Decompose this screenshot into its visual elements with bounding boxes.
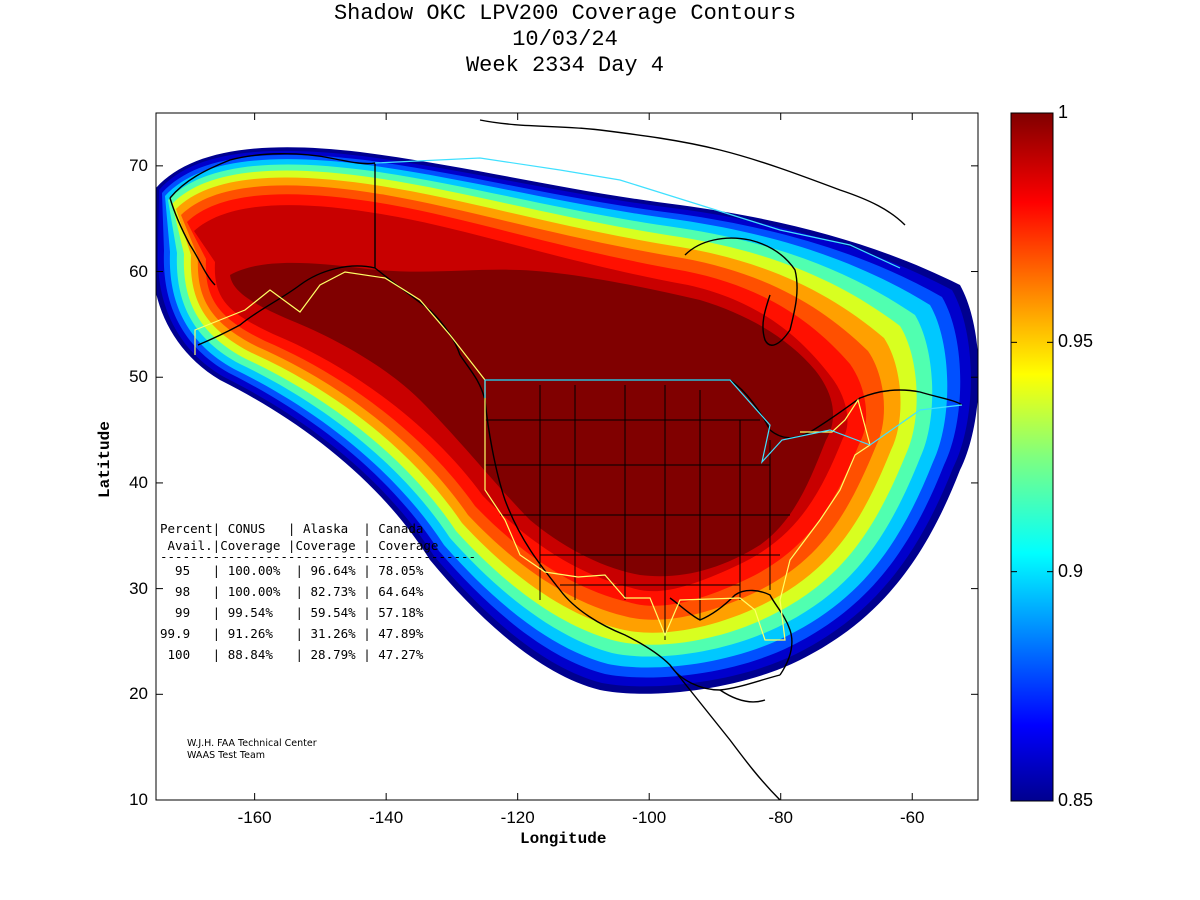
y-tick-label: 70: [129, 155, 148, 175]
x-tick-label: -160: [237, 808, 272, 827]
y-tick-label: 30: [129, 578, 148, 598]
colorbar: [1010, 112, 1054, 802]
x-tick-label: -100: [632, 808, 667, 827]
stats-row: 100 | 88.84% | 28.79% | 47.27%: [160, 647, 424, 662]
stats-row: 99 | 99.54% | 59.54% | 57.18%: [160, 605, 424, 620]
x-tick-label: -140: [369, 808, 404, 827]
map-title-line2: 10/03/24: [512, 27, 618, 52]
plot-frame: [155, 112, 979, 801]
stats-row: 99.9 | 91.26% | 31.26% | 47.89%: [160, 626, 424, 641]
y-tick-label: 40: [129, 472, 148, 492]
x-tick-label: -120: [500, 808, 535, 827]
x-tick-marks: [254, 113, 913, 800]
credit-block: W.J.H. FAA Technical Center WAAS Test Te…: [187, 738, 317, 762]
x-axis-label: Longitude: [520, 830, 607, 848]
colorbar-tick-label: 1: [1058, 102, 1069, 122]
map-title-line3: Week 2334 Day 4: [465, 53, 665, 78]
stats-header-1: Percent| CONUS | Alaska | Canada: [160, 521, 424, 536]
stats-row: 95 | 100.00% | 96.64% | 78.05%: [160, 563, 424, 578]
colorbar-tick-label: 0.9: [1058, 560, 1084, 581]
stats-row: 98 | 100.00% | 82.73% | 64.64%: [160, 584, 424, 599]
y-axis-label: Latitude: [96, 421, 114, 498]
stats-header-2: Avail.|Coverage |Coverage | Coverage: [160, 538, 439, 553]
credit-line1: W.J.H. FAA Technical Center: [187, 738, 317, 749]
y-tick-label: 50: [129, 367, 148, 387]
coverage-stats-table: Percent| CONUS | Alaska | Canada Avail.|…: [160, 518, 476, 665]
credit-line2: WAAS Test Team: [187, 750, 266, 761]
y-tick-label: 20: [129, 684, 148, 704]
y-tick-label: 60: [129, 261, 148, 281]
x-tick-label: -80: [768, 808, 793, 827]
state-boundaries: [485, 385, 790, 640]
colorbar-tick-label: 0.95: [1058, 331, 1094, 352]
colorbar-tick-marks: [1011, 112, 1053, 802]
y-tick-label: 10: [129, 790, 148, 809]
region-borders: [194, 157, 963, 641]
colorbar-tick-label: 0.85: [1058, 790, 1094, 810]
map-title-line1: Shadow OKC LPV200 Coverage Contours: [333, 1, 797, 26]
stats-rule: ----------------------------------------…: [160, 549, 477, 564]
y-tick-marks: [156, 165, 978, 801]
coastlines: [169, 119, 963, 800]
x-tick-label: -60: [899, 808, 925, 827]
